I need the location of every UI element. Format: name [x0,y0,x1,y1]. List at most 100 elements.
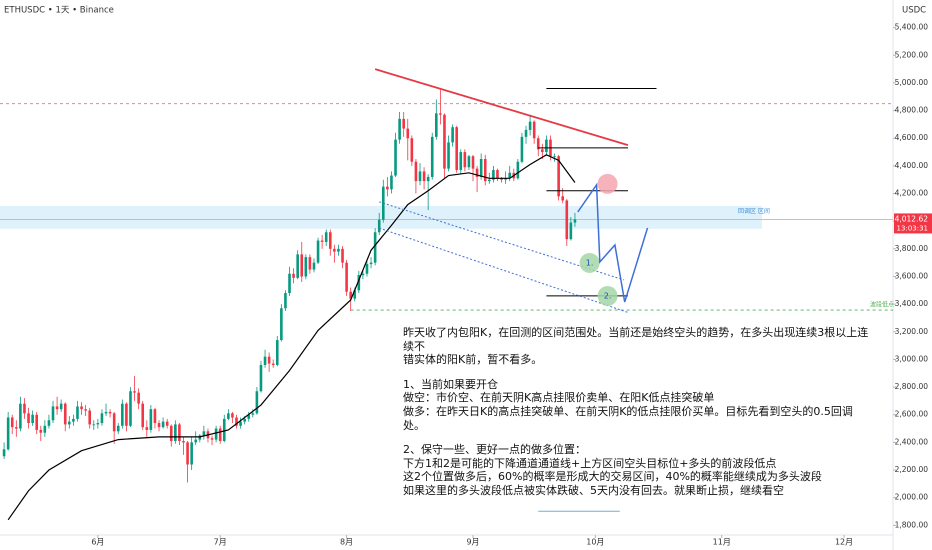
candle-body [27,413,30,424]
candle-body [500,178,503,180]
note-line: 昨天收了内包阳K，在回测的区间范围处。当前还是始终空头的趋势，在多头出现连续3根… [403,326,869,353]
candle-body [92,424,96,426]
candle-body [430,136,434,177]
candle-body [288,273,291,294]
candle-body [182,440,185,443]
candle-body [422,171,426,182]
candle-body [190,442,193,465]
candle-body [141,403,145,428]
note-line: 这2个位置做多后，60%的概率是形成大的交易区间，40%的概率能继续成为多头波段 [403,470,822,484]
candle-body [308,257,312,270]
candle-body [386,186,389,190]
candle-body [508,172,512,179]
candle-body [455,127,458,171]
moving-average [7,154,576,521]
candle-body [349,291,352,299]
candle-body [377,219,381,233]
candle-body [320,240,324,242]
candle-body [198,435,202,440]
y-tick-label: 2,200.00 [895,465,929,474]
candle-body [239,421,242,426]
candle-body [243,418,246,422]
candle-body [149,409,153,430]
candle-body [337,248,340,252]
candle-body [129,391,132,426]
x-tick-label: 8月 [340,538,353,547]
candle-body [210,438,214,440]
trendline [374,68,629,147]
y-tick-label: 2,000.00 [895,493,929,502]
candle-body [451,127,454,143]
candle-body [435,113,438,137]
x-tick-label: 9月 [466,538,479,547]
candle-body [59,403,63,410]
candle-body [324,232,328,242]
note-line: 错实体的阳K前，暂不看多。 [403,353,543,367]
notes: 昨天收了内包阳K，在回测的区间范围处。当前还是始终空头的趋势，在多头出现连续3根… [403,326,873,509]
candle-body [15,427,18,429]
y-tick-label: 3,200.00 [895,327,929,336]
candle-body [353,290,357,299]
candle-body [267,356,271,364]
note-line: 2、保守一些、更好一点的做多位置： [403,443,586,457]
candle-body [235,417,238,426]
marker-circle [579,252,600,273]
candle-body [153,409,157,424]
candle-body [443,114,446,169]
candle-body [569,222,573,240]
note-line: 做多：在昨天日K的高点挂突破单、在前天阴K的低点挂限价买单。目标先看到空头的0.… [403,404,853,432]
candle-body [84,409,87,411]
note-paragraph: 2、保守一些、更好一点的做多位置： 下方1和2是可能的下降通道通道线+上方区间空头… [403,443,873,497]
candle-body [80,406,83,410]
candle-body [496,170,499,179]
candle-body [447,142,450,169]
countdown: 13:03:31 [897,224,928,232]
candle-body [345,262,348,292]
candle-body [532,121,536,139]
candle-body [247,414,251,419]
candle-body [316,240,320,263]
y-tick-label: 5,200.00 [895,50,929,59]
candle-body [312,262,316,270]
candle-body [55,406,59,410]
candle-body [178,424,181,441]
candle-body [479,158,483,177]
candle-body [402,118,405,129]
candle-body [255,391,259,414]
candle-body [251,413,255,415]
candle-body [361,273,365,276]
candle-body [2,449,6,457]
y-tick-label: 4,800.00 [895,106,929,115]
channel-line [379,201,625,281]
note-paragraph: 昨天收了内包阳K，在回测的区间范围处。当前还是始终空头的趋势，在多头出现连续3根… [403,326,873,367]
candle-body [394,139,397,176]
pullback-zone [0,205,762,229]
marker-label: 2. [604,291,612,300]
candle-body [406,128,410,139]
y-tick-label: 5,000.00 [895,78,929,87]
candle-body [186,442,189,465]
swing-low-label: 波段低点 [870,301,894,309]
x-tick-label: 11月 [713,538,731,547]
candle-body [145,427,149,430]
candle-body [116,425,120,432]
x-tick-label: 7月 [214,538,227,547]
candle-body [72,418,75,422]
candle-body [39,429,43,433]
candle-body [125,403,128,426]
candle-body [104,411,108,414]
candle-body [516,161,520,179]
candle-body [418,171,422,182]
candle-body [284,293,287,309]
candle-body [565,200,569,240]
candle-body [161,421,165,428]
candle-body [231,413,234,418]
candle-body [536,138,540,150]
candle-body [174,424,177,441]
candle-body [194,439,198,443]
candle-body [471,156,475,169]
candle-body [369,262,373,265]
y-tick-label: 4,200.00 [895,189,929,198]
